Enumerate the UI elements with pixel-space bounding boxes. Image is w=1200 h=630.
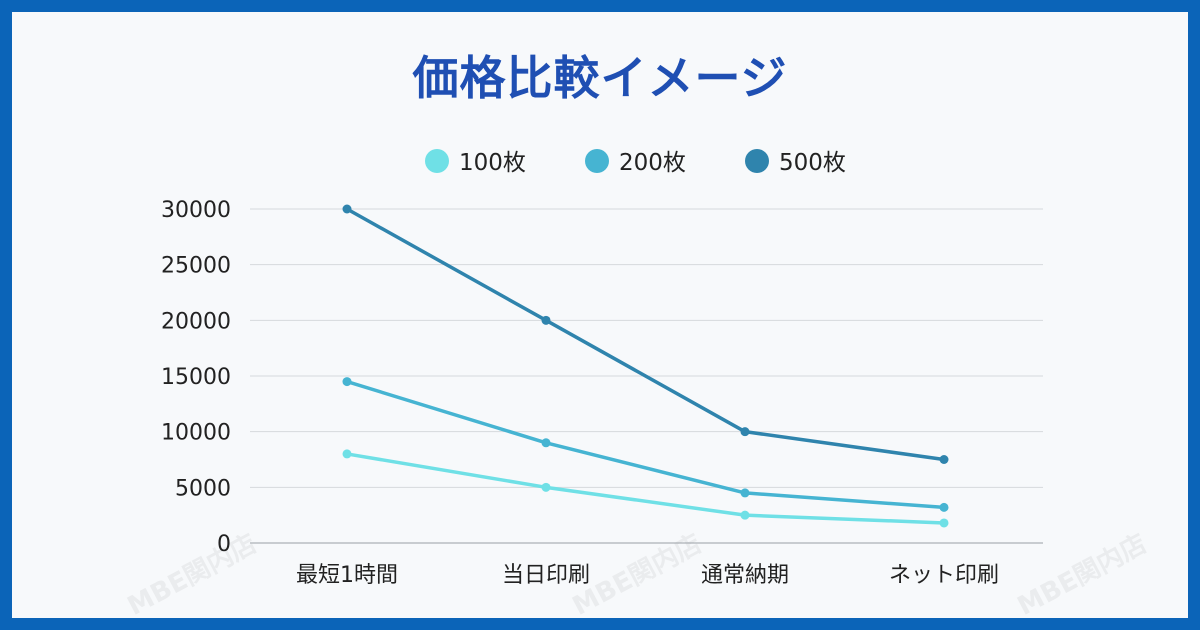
legend-marker <box>585 149 609 173</box>
legend-marker <box>425 149 449 173</box>
data-point <box>939 455 949 464</box>
data-point <box>939 502 949 512</box>
legend-label: 500枚 <box>779 150 846 176</box>
legend-label: 200枚 <box>619 150 686 176</box>
series-line-2 <box>345 379 946 510</box>
y-tick-label: 10000 <box>161 421 231 446</box>
data-point <box>740 427 750 437</box>
x-tick-label: 最短1時間 <box>296 563 398 588</box>
x-tick-label: ネット印刷 <box>889 563 999 588</box>
data-point <box>541 438 551 448</box>
y-tick-label: 20000 <box>161 309 231 334</box>
data-point <box>939 518 949 528</box>
legend-marker <box>745 149 769 173</box>
data-point <box>342 449 352 459</box>
y-tick-label: 15000 <box>161 365 231 390</box>
series-line-1 <box>345 452 946 525</box>
x-tick-label: 当日印刷 <box>502 563 590 588</box>
y-tick-label: 25000 <box>161 254 231 279</box>
y-tick-label: 30000 <box>161 198 231 223</box>
series-line-3 <box>345 207 946 462</box>
data-point <box>541 482 551 492</box>
x-tick-label: 通常納期 <box>701 563 789 588</box>
data-point <box>342 377 352 387</box>
data-point <box>740 488 750 498</box>
chart-title: 価格比較イメージ <box>412 51 788 105</box>
legend-label: 100枚 <box>459 150 526 176</box>
y-tick-label: 5000 <box>175 476 231 501</box>
data-point <box>740 510 750 520</box>
y-tick-label: 0 <box>217 532 231 557</box>
data-point <box>541 315 551 325</box>
data-point <box>342 204 352 214</box>
